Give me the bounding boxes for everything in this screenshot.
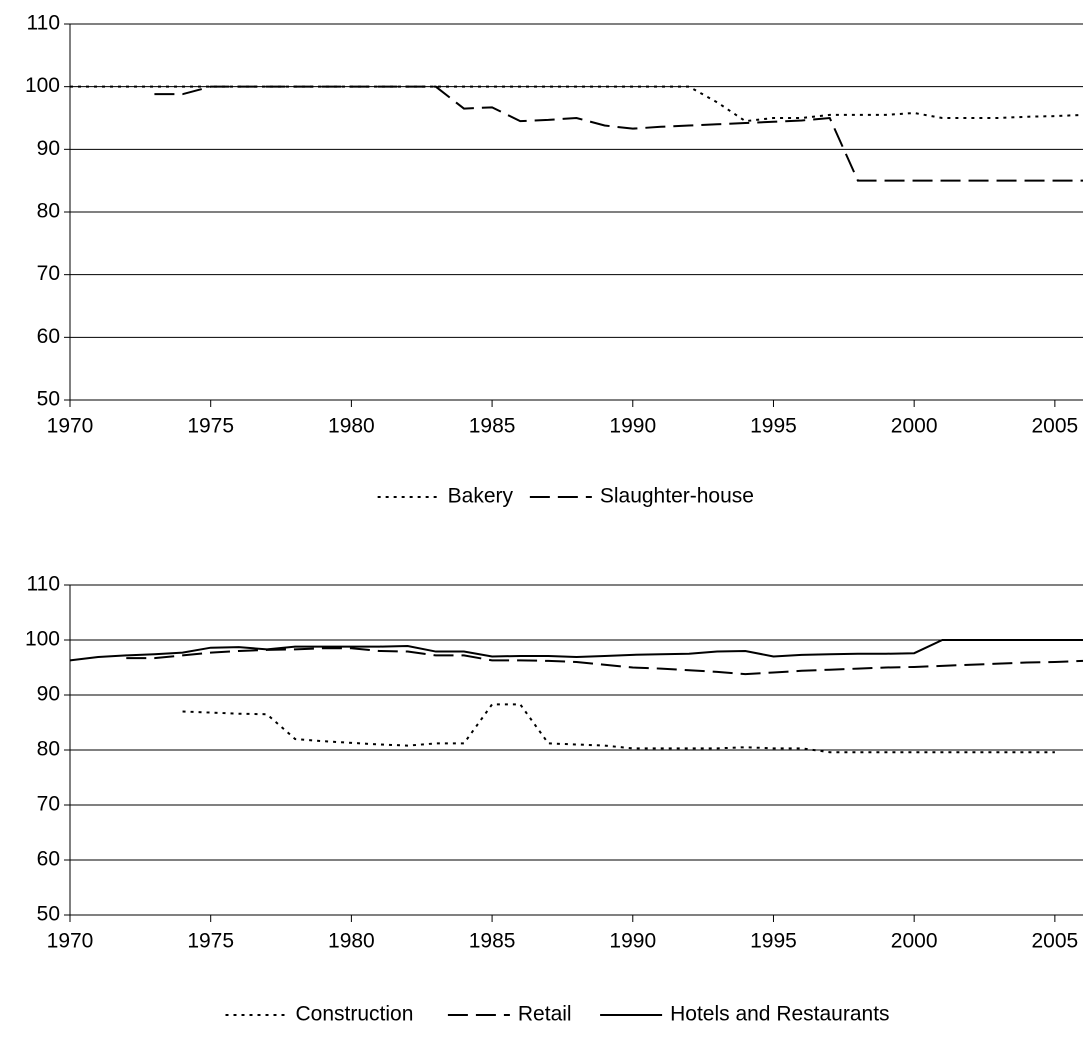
x-tick-label: 1975 — [187, 930, 234, 953]
x-tick-label: 1985 — [469, 415, 516, 438]
x-tick-label: 1990 — [609, 415, 656, 438]
legend-label: Slaughter-house — [600, 485, 754, 508]
y-tick-label: 80 — [37, 738, 60, 761]
y-tick-label: 100 — [25, 74, 60, 97]
x-tick-label: 1975 — [187, 415, 234, 438]
x-tick-label: 2000 — [891, 415, 938, 438]
x-tick-label: 1995 — [750, 930, 797, 953]
x-tick-label: 2000 — [891, 930, 938, 953]
series-line — [182, 703, 1055, 754]
y-tick-label: 90 — [37, 683, 60, 706]
legend-label: Retail — [518, 1003, 572, 1026]
y-tick-label: 50 — [37, 388, 60, 411]
y-tick-label: 60 — [37, 848, 60, 871]
x-tick-label: 2005 — [1032, 930, 1079, 953]
x-tick-label: 1980 — [328, 930, 375, 953]
y-tick-label: 70 — [37, 262, 60, 285]
x-tick-label: 1970 — [47, 930, 94, 953]
y-tick-label: 100 — [25, 628, 60, 651]
legend-label: Hotels and Restaurants — [670, 1003, 889, 1026]
series-line — [126, 647, 1084, 676]
y-tick-label: 110 — [27, 573, 60, 596]
x-tick-label: 1990 — [609, 930, 656, 953]
x-tick-label: 1985 — [469, 930, 516, 953]
x-tick-label: 1980 — [328, 415, 375, 438]
series-line — [69, 639, 1083, 662]
legend-label: Construction — [296, 1003, 414, 1026]
legend-label: Bakery — [448, 485, 514, 508]
x-tick-label: 1970 — [47, 415, 94, 438]
y-tick-label: 80 — [37, 200, 60, 223]
y-tick-label: 50 — [37, 903, 60, 926]
y-tick-label: 70 — [37, 793, 60, 816]
series-line — [154, 85, 1083, 182]
y-tick-label: 110 — [27, 12, 60, 35]
series-line — [70, 85, 1084, 123]
y-tick-label: 60 — [37, 325, 60, 348]
x-tick-label: 1995 — [750, 415, 797, 438]
y-tick-label: 90 — [37, 137, 60, 160]
x-tick-label: 2005 — [1032, 415, 1079, 438]
